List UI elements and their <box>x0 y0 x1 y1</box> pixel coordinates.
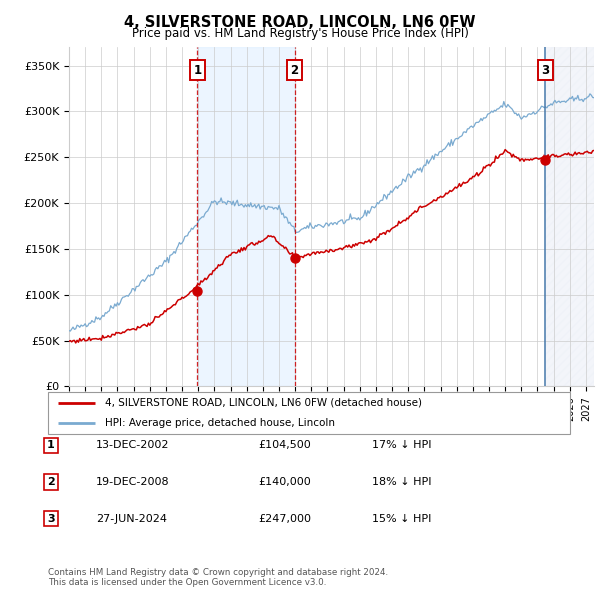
Text: 18% ↓ HPI: 18% ↓ HPI <box>372 477 431 487</box>
Text: £140,000: £140,000 <box>258 477 311 487</box>
Bar <box>545 47 594 386</box>
Text: £104,500: £104,500 <box>258 441 311 450</box>
Text: 13-DEC-2002: 13-DEC-2002 <box>96 441 170 450</box>
Text: 2: 2 <box>47 477 55 487</box>
Text: 17% ↓ HPI: 17% ↓ HPI <box>372 441 431 450</box>
Text: £247,000: £247,000 <box>258 514 311 523</box>
Text: 4, SILVERSTONE ROAD, LINCOLN, LN6 0FW (detached house): 4, SILVERSTONE ROAD, LINCOLN, LN6 0FW (d… <box>106 398 422 408</box>
Text: 1: 1 <box>47 441 55 450</box>
Text: 27-JUN-2024: 27-JUN-2024 <box>96 514 167 523</box>
Text: 1: 1 <box>193 64 202 77</box>
Text: 19-DEC-2008: 19-DEC-2008 <box>96 477 170 487</box>
Text: 15% ↓ HPI: 15% ↓ HPI <box>372 514 431 523</box>
Text: 2: 2 <box>290 64 299 77</box>
Text: Contains HM Land Registry data © Crown copyright and database right 2024.
This d: Contains HM Land Registry data © Crown c… <box>48 568 388 587</box>
Bar <box>197 47 295 386</box>
Text: Price paid vs. HM Land Registry's House Price Index (HPI): Price paid vs. HM Land Registry's House … <box>131 27 469 40</box>
Text: 3: 3 <box>47 514 55 523</box>
Text: HPI: Average price, detached house, Lincoln: HPI: Average price, detached house, Linc… <box>106 418 335 428</box>
Text: 4, SILVERSTONE ROAD, LINCOLN, LN6 0FW: 4, SILVERSTONE ROAD, LINCOLN, LN6 0FW <box>124 15 476 30</box>
Text: 3: 3 <box>541 64 550 77</box>
